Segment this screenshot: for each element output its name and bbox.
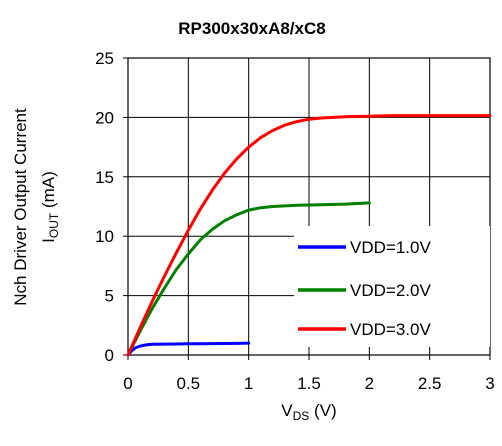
x-axis-title-subscript: DS (293, 409, 310, 423)
y-axis-title-line1: Nch Driver Output Current (11, 108, 30, 306)
y-axis-title-unit: (mA) (39, 171, 58, 213)
legend-label-1: VDD=1.0V (350, 238, 431, 257)
y-tick-label: 15 (95, 168, 114, 187)
x-tick-label: 1 (244, 374, 253, 393)
series-line-1 (126, 341, 251, 357)
series-line-3 (126, 114, 492, 357)
legend-label-2: VDD=2.0V (350, 281, 431, 300)
x-axis-title: VDS (V) (281, 401, 336, 423)
y-tick-label: 0 (105, 346, 114, 365)
y-axis-title-line2: IOUT (mA) (39, 171, 61, 243)
y-tick-label: 20 (95, 108, 114, 127)
x-tick-label: 2 (365, 374, 374, 393)
legend-label-3: VDD=3.0V (350, 320, 431, 339)
x-axis-ticks: 0 0.5 1 1.5 2 2.5 3 (123, 355, 495, 393)
y-tick-label: 5 (105, 287, 114, 306)
y-tick-label: 25 (95, 49, 114, 68)
x-tick-label: 3 (485, 374, 494, 393)
chart-title: RP300x30xA8/xC8 (178, 19, 325, 38)
x-axis-title-main: V (281, 401, 293, 420)
y-axis-ticks: 0 5 10 15 20 25 (95, 49, 128, 365)
legend: VDD=1.0V VDD=2.0V VDD=3.0V (294, 226, 490, 347)
x-tick-label: 0.5 (177, 374, 201, 393)
x-tick-label: 0 (123, 374, 132, 393)
x-axis-title-unit: (V) (309, 401, 336, 420)
series-lines (126, 114, 492, 357)
y-axis-title-subscript: OUT (47, 212, 61, 238)
x-tick-label: 2.5 (418, 374, 442, 393)
series-line-2 (126, 201, 371, 357)
y-axis-title-main: I (39, 238, 58, 243)
y-tick-label: 10 (95, 227, 114, 246)
x-tick-label: 1.5 (297, 374, 321, 393)
